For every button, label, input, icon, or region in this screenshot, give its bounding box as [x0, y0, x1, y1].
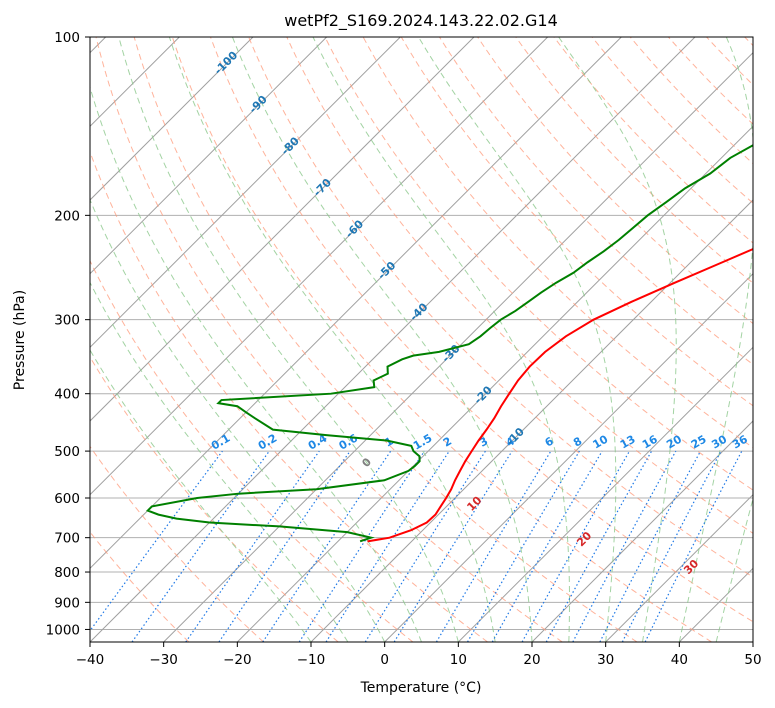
- moist-adiabat-line: [90, 198, 386, 642]
- dry-adiabat-lines: [90, 37, 753, 642]
- mixing-ratio-line: [131, 450, 270, 642]
- dry-adiabat-line: [171, 37, 712, 642]
- sounding-series: [145, 144, 753, 543]
- mixing-ratio-line: [185, 450, 320, 642]
- moist-adiabat-line: [118, 37, 459, 642]
- dry-adiabat-line: [515, 37, 753, 284]
- isotherm-line: [163, 51, 753, 642]
- y-tick-label: 400: [54, 387, 80, 403]
- isotherm-line: [90, 37, 549, 496]
- isotherm-line: [236, 125, 753, 642]
- y-tick-label: 100: [54, 30, 80, 46]
- isotherm-line: [90, 37, 622, 570]
- dry-adiabat-line: [90, 259, 414, 642]
- dry-adiabat-line: [133, 37, 638, 642]
- mixing-ratio-line: [218, 450, 351, 642]
- dewpoint-profile: [145, 144, 753, 543]
- mixing-ratio-line: [393, 450, 513, 642]
- dry-adiabat-line: [248, 37, 753, 578]
- x-tick-label: 50: [744, 652, 761, 668]
- isotherm-line: [605, 493, 753, 642]
- isotherm-line: [531, 420, 753, 642]
- x-tick-label: −10: [297, 652, 326, 668]
- mixing-ratio-line: [572, 450, 677, 642]
- dry-adiabat-line: [477, 37, 753, 325]
- isotherm-line: [457, 346, 753, 642]
- dry-adiabat-line: [210, 37, 753, 623]
- moist-adiabat-line: [231, 37, 533, 642]
- moist-adiabat-line: [90, 349, 312, 642]
- mixing-ratio-line: [466, 450, 580, 642]
- mixing-ratio-line: [491, 450, 603, 642]
- x-tick-label: 10: [450, 652, 467, 668]
- plot-area: 0.1 0.2 0.4 0.6 1 1.5 2 3 4 6 8 10 13 16 20 25 30 36-100-…: [90, 37, 753, 642]
- temperature-profile: [367, 247, 753, 543]
- y-tick-label: 500: [54, 444, 80, 460]
- isotherm-line: [384, 272, 753, 642]
- moist-adiabat-line: [678, 37, 753, 642]
- isotherm-line: [90, 37, 401, 349]
- isotherm-line: [90, 37, 328, 275]
- y-axis-label: Pressure (hPa): [12, 290, 28, 390]
- x-tick-label: 40: [671, 652, 688, 668]
- mixing-ratio-line: [90, 450, 223, 632]
- dry-adiabat-line: [95, 37, 563, 642]
- x-tick-label: −30: [149, 652, 178, 668]
- dry-adiabat-line: [362, 37, 753, 449]
- dry-adiabat-line: [591, 37, 753, 204]
- mixing-ratio-line: [435, 450, 552, 642]
- mixing-ratio-lines: [90, 450, 743, 642]
- y-tick-label: 700: [54, 531, 80, 547]
- mixing-ratio-line: [364, 450, 486, 642]
- plot-frame: [89, 36, 754, 643]
- moist-adiabat-line: [715, 497, 753, 642]
- dry-adiabat-line: [629, 37, 753, 165]
- x-tick-label: −20: [223, 652, 252, 668]
- dry-adiabat-line: [400, 37, 753, 407]
- mixing-ratio-line: [521, 450, 631, 642]
- x-tick-label: 30: [597, 652, 614, 668]
- x-tick-label: −40: [76, 652, 105, 668]
- isotherm-line: [90, 37, 254, 201]
- x-tick-label: 20: [523, 652, 540, 668]
- mixing-ratio-line: [325, 450, 450, 642]
- y-tick-label: 1000: [46, 622, 80, 638]
- moist-adiabat-line: [168, 37, 496, 642]
- y-tick-label: 900: [54, 595, 80, 611]
- dry-adiabat-line: [90, 445, 264, 642]
- y-tick-label: 200: [54, 208, 80, 224]
- y-tick-label: 300: [54, 313, 80, 329]
- mixing-ratio-line: [545, 450, 653, 642]
- axis-ticks: −40 −30 −20 −10 0 10 20 30 40 50 1000 900 800 700 600 5…: [46, 30, 762, 668]
- x-tick-label: 0: [380, 652, 389, 668]
- moist-adiabat-line: [418, 37, 617, 642]
- isotherm-line: [90, 37, 696, 642]
- chart-title: wetPf2_S169.2024.143.22.02.G14: [284, 11, 558, 31]
- isotherm-lines: [90, 37, 753, 642]
- isotherm-line: [90, 37, 475, 422]
- moist-adiabat-line: [90, 281, 349, 642]
- moist-adiabat-line: [558, 37, 677, 642]
- x-axis-label: Temperature (°C): [360, 680, 482, 696]
- y-tick-label: 800: [54, 565, 80, 581]
- y-tick-label: 600: [54, 491, 80, 507]
